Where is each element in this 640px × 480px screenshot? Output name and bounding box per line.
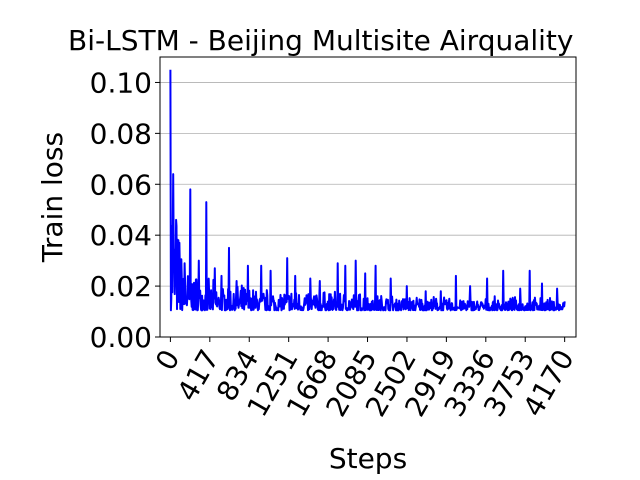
y-tick-label: 0.06 [90,168,152,201]
y-tick-label: 0.00 [90,321,152,354]
y-tick-label: 0.10 [90,66,152,99]
series-group [169,69,566,312]
y-tick-label: 0.08 [90,117,152,150]
y-axis-label: Train loss [36,132,69,263]
train-loss-line [169,69,566,312]
y-axis-ticks: 0.00 0.02 0.04 0.06 0.08 0.10 [90,66,160,354]
y-tick-label: 0.02 [90,270,152,303]
x-axis-label: Steps [329,442,407,475]
chart-title: Bi-LSTM - Beijing Multisite Airquality [68,24,573,57]
y-tick-label: 0.04 [90,219,152,252]
